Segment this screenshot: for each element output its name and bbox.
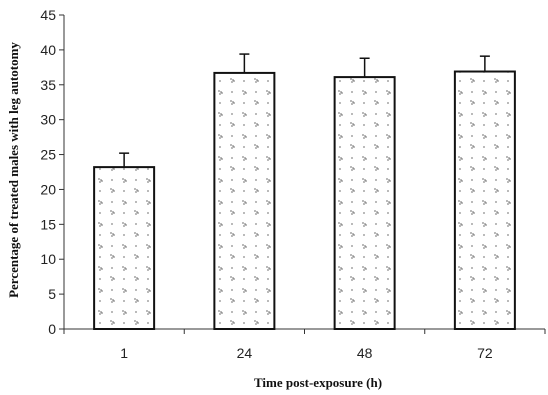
bar-48 xyxy=(333,76,396,330)
x-tick-label: 24 xyxy=(237,345,253,361)
y-tick-label: 35 xyxy=(40,77,56,93)
y-tick-label: 15 xyxy=(40,216,56,232)
x-axis: 1 24 48 72 xyxy=(63,328,546,361)
bars xyxy=(93,53,516,331)
y-tick-label: 10 xyxy=(40,251,56,267)
x-tick-label: 72 xyxy=(477,345,493,361)
y-tick-label: 40 xyxy=(40,42,56,58)
x-tick-label: 1 xyxy=(120,345,128,361)
x-ticks: 1 24 48 72 xyxy=(63,329,546,361)
bar-72 xyxy=(453,70,516,331)
y-tick-label: 20 xyxy=(40,181,56,197)
y-tick-label: 45 xyxy=(40,7,56,23)
x-tick-label: 48 xyxy=(357,345,373,361)
bar-1 xyxy=(93,166,156,330)
y-axis: 0 5 10 15 20 25 30 35 40 45 xyxy=(40,7,65,337)
y-ticks: 0 5 10 15 20 25 30 35 40 45 xyxy=(40,7,64,337)
x-axis-title: Time post-exposure (h) xyxy=(254,375,382,390)
y-tick-label: 30 xyxy=(40,112,56,128)
bar-24 xyxy=(213,71,276,330)
y-tick-label: 0 xyxy=(48,321,56,337)
y-tick-label: 25 xyxy=(40,147,56,163)
y-tick-label: 5 xyxy=(48,286,56,302)
y-axis-title: Percentage of treated males with leg aut… xyxy=(6,42,21,298)
